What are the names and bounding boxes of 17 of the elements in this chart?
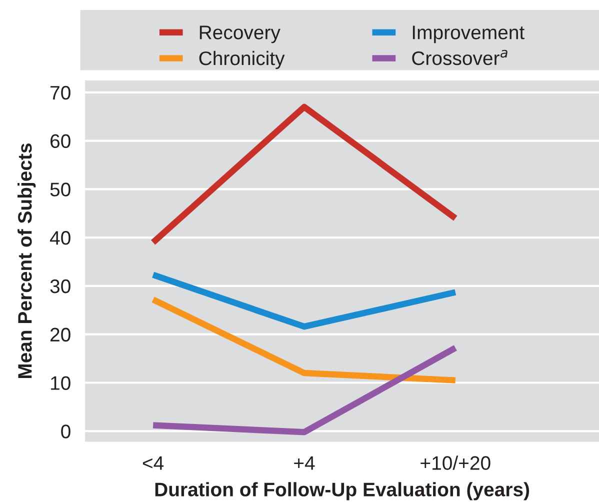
y-tick-label: 50 — [50, 182, 70, 196]
legend-label: Improvement — [412, 26, 524, 44]
y-tick-label: 0 — [61, 424, 70, 438]
y-tick-label: 60 — [50, 134, 70, 148]
legend-label: Chronicity — [199, 50, 285, 70]
y-tick-label: 10 — [51, 376, 70, 390]
x-tick-label: +10/+20 — [420, 456, 490, 470]
y-tick-label: 20 — [50, 328, 70, 342]
y-tick-label: 70 — [50, 86, 70, 100]
x-tick-label: <4 — [142, 456, 164, 470]
y-tick-label: 30 — [50, 279, 70, 294]
x-tick-label: +4 — [294, 456, 315, 470]
x-axis-title: Duration of Follow-Up Evaluation (years) — [155, 482, 530, 500]
legend-label: Recovery — [200, 26, 280, 44]
y-tick-label: 40 — [50, 231, 70, 245]
y-axis-title: Mean Percent of Subjects — [18, 144, 36, 378]
legend-label: Crossover$^{a}$ — [412, 50, 508, 66]
